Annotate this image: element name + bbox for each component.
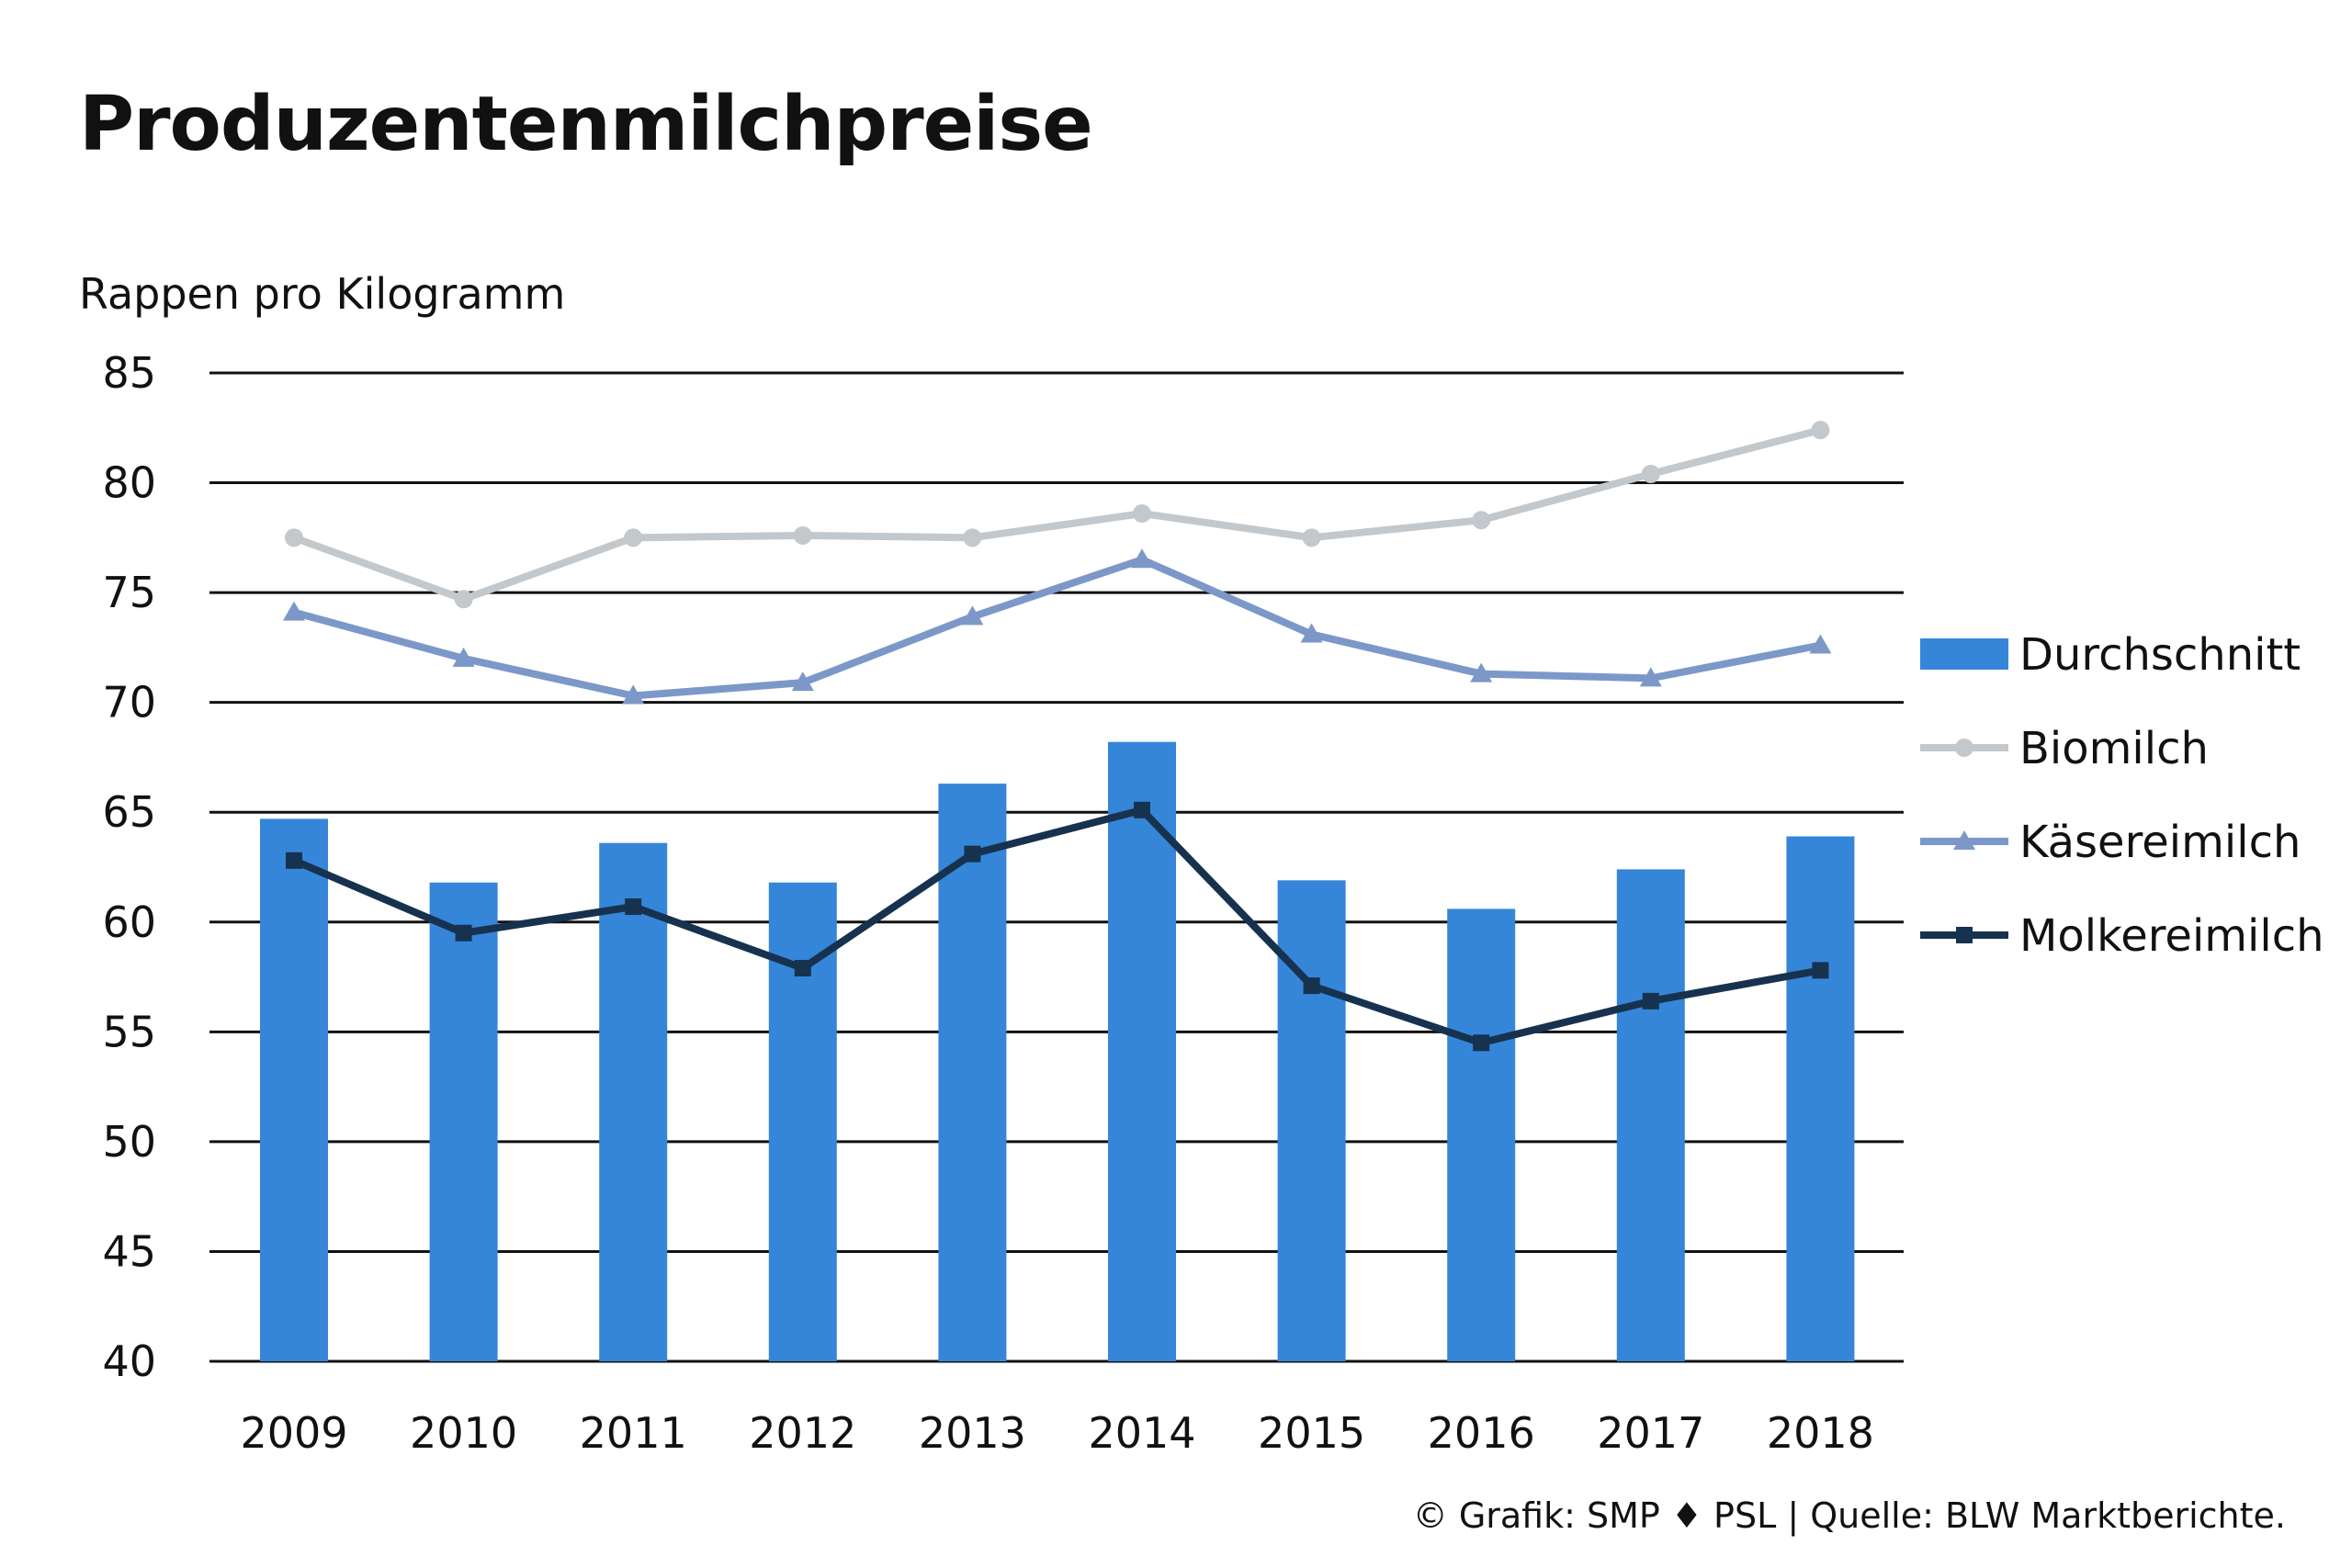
point-molkereimilch-2011 <box>625 898 642 916</box>
point-käsereimilch-2013 <box>961 605 984 626</box>
x-tick-label-2015: 2015 <box>1258 1408 1365 1458</box>
point-biomilch-2016 <box>1472 511 1491 530</box>
point-käsereimilch-2015 <box>1300 623 1323 643</box>
legend-label-durchschnitt: Durchschnitt <box>2019 629 2301 681</box>
point-biomilch-2011 <box>624 528 643 547</box>
x-tick-label-2012: 2012 <box>749 1408 856 1458</box>
point-molkereimilch-2009 <box>286 852 302 869</box>
point-biomilch-2013 <box>963 528 982 547</box>
point-biomilch-2017 <box>1641 464 1660 483</box>
chart-title: Produzentenmilchpreise <box>79 81 1093 168</box>
legend-marker-biomilch <box>1955 739 1973 757</box>
bar-2010 <box>429 882 498 1361</box>
y-axis-label: Rappen pro Kilogramm <box>79 269 565 319</box>
point-molkereimilch-2018 <box>1812 962 1829 979</box>
x-tick-label-2009: 2009 <box>240 1408 347 1458</box>
point-biomilch-2014 <box>1133 504 1151 524</box>
point-biomilch-2018 <box>1811 421 1830 440</box>
bar-2015 <box>1277 880 1346 1361</box>
y-tick-label-75: 75 <box>102 568 156 617</box>
point-molkereimilch-2014 <box>1134 801 1150 818</box>
point-käsereimilch-2012 <box>791 671 814 692</box>
point-käsereimilch-2017 <box>1639 667 1662 687</box>
source-credit: © Grafik: SMP ♦ PSL | Quelle: BLW Marktb… <box>1412 1495 2286 1536</box>
bar-2009 <box>260 818 328 1361</box>
point-molkereimilch-2015 <box>1303 977 1320 995</box>
bar-2014 <box>1108 741 1176 1361</box>
legend-label-käsereimilch: Käsereimilch <box>2019 817 2301 868</box>
bar-2016 <box>1447 908 1516 1361</box>
point-molkereimilch-2017 <box>1642 992 1659 1010</box>
point-käsereimilch-2016 <box>1470 662 1493 682</box>
y-tick-label-40: 40 <box>102 1337 156 1386</box>
point-käsereimilch-2011 <box>622 684 645 705</box>
legend-label-molkereimilch: Molkereimilch <box>2019 910 2324 962</box>
point-käsereimilch-2010 <box>452 647 475 667</box>
legend-marker-käsereimilch <box>1953 830 1975 850</box>
x-tick-label-2018: 2018 <box>1767 1408 1874 1458</box>
legend-swatch-durchschnitt <box>1920 638 2008 670</box>
point-käsereimilch-2018 <box>1809 634 1832 654</box>
point-käsereimilch-2009 <box>283 601 305 621</box>
bar-2011 <box>599 842 668 1361</box>
y-tick-label-50: 50 <box>102 1117 156 1167</box>
x-tick-label-2010: 2010 <box>410 1408 517 1458</box>
point-biomilch-2009 <box>285 528 303 547</box>
y-tick-label-85: 85 <box>102 348 156 398</box>
point-molkereimilch-2016 <box>1473 1034 1490 1052</box>
y-tick-label-70: 70 <box>102 678 156 728</box>
point-biomilch-2015 <box>1302 528 1321 547</box>
x-tick-label-2014: 2014 <box>1088 1408 1195 1458</box>
y-tick-label-80: 80 <box>102 458 156 508</box>
legend-marker-molkereimilch <box>1956 927 1973 943</box>
y-tick-label-55: 55 <box>102 1007 156 1056</box>
x-tick-label-2013: 2013 <box>919 1408 1026 1458</box>
point-molkereimilch-2013 <box>964 845 981 863</box>
line-biomilch <box>292 426 1822 604</box>
y-tick-label-45: 45 <box>102 1226 156 1276</box>
bar-2018 <box>1786 836 1855 1361</box>
x-tick-label-2011: 2011 <box>580 1408 687 1458</box>
line-molkereimilch <box>292 806 1822 1047</box>
point-molkereimilch-2010 <box>455 924 472 942</box>
point-käsereimilch-2014 <box>1131 548 1153 569</box>
point-molkereimilch-2012 <box>794 959 811 976</box>
bar-2017 <box>1616 869 1685 1361</box>
line-käsereimilch <box>292 556 1822 700</box>
x-tick-label-2017: 2017 <box>1597 1408 1704 1458</box>
x-tick-label-2016: 2016 <box>1428 1408 1535 1458</box>
point-biomilch-2010 <box>454 590 473 609</box>
y-tick-label-60: 60 <box>102 897 156 947</box>
bar-2013 <box>938 784 1007 1361</box>
y-tick-label-65: 65 <box>102 787 156 837</box>
legend-label-biomilch: Biomilch <box>2019 723 2209 774</box>
point-biomilch-2012 <box>793 525 812 545</box>
